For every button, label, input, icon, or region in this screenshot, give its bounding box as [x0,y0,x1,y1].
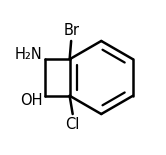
Text: Br: Br [63,23,79,38]
Text: Cl: Cl [65,117,80,132]
Text: H₂N: H₂N [14,47,42,62]
Text: OH: OH [20,93,42,108]
